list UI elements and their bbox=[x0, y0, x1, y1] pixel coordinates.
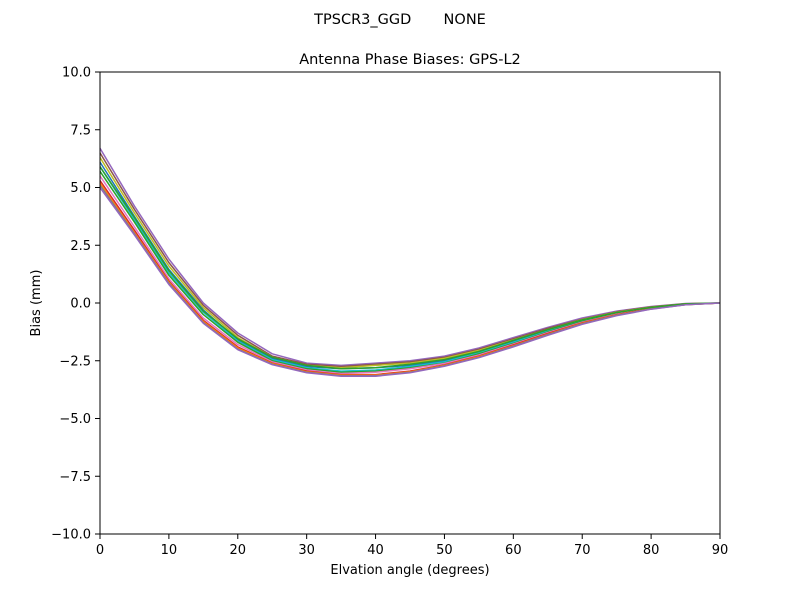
y-tick-label: 0.0 bbox=[70, 297, 91, 312]
y-tick-label: −5.0 bbox=[59, 412, 91, 427]
x-tick-label: 20 bbox=[230, 543, 247, 558]
y-tick-label: −2.5 bbox=[59, 354, 91, 369]
y-tick-label: 7.5 bbox=[70, 123, 91, 138]
series-line-11 bbox=[99, 166, 721, 370]
chart-suptitle: TPSCR3_GGD NONE bbox=[313, 12, 486, 28]
plot-lines bbox=[99, 147, 721, 377]
x-tick-label: 90 bbox=[712, 543, 729, 558]
x-axis: 0 10 20 30 40 50 60 70 80 90 bbox=[96, 534, 728, 558]
series-line-9 bbox=[99, 182, 721, 376]
x-tick-label: 70 bbox=[574, 543, 591, 558]
x-tick-label: 60 bbox=[505, 543, 522, 558]
series-line-4 bbox=[99, 161, 721, 370]
y-tick-label: 2.5 bbox=[70, 239, 91, 254]
series-line-6 bbox=[99, 170, 721, 374]
y-axis: 10.0 7.5 5.0 2.5 0.0 −2.5 −5.0 −7.5 −10.0 bbox=[51, 66, 100, 543]
x-tick-label: 80 bbox=[643, 543, 660, 558]
x-tick-label: 40 bbox=[367, 543, 384, 558]
x-tick-label: 10 bbox=[161, 543, 178, 558]
series-line-8 bbox=[99, 180, 721, 376]
y-tick-label: −7.5 bbox=[59, 470, 91, 485]
series-line-12 bbox=[99, 187, 721, 377]
x-tick-label: 30 bbox=[298, 543, 315, 558]
x-tick-label: 0 bbox=[96, 543, 104, 558]
series-line-5 bbox=[99, 166, 721, 372]
series-line-1 bbox=[99, 147, 721, 367]
series-line-10 bbox=[99, 184, 721, 377]
y-tick-label: −10.0 bbox=[51, 528, 91, 543]
series-line-3 bbox=[99, 157, 721, 369]
series-line-2 bbox=[99, 152, 721, 368]
y-tick-label: 5.0 bbox=[70, 181, 91, 196]
x-tick-label: 50 bbox=[436, 543, 453, 558]
y-tick-label: 10.0 bbox=[62, 66, 91, 81]
series-line-7 bbox=[99, 175, 721, 375]
x-axis-label: Elvation angle (degrees) bbox=[330, 563, 489, 578]
chart-title: Antenna Phase Biases: GPS-L2 bbox=[299, 52, 521, 68]
y-axis-label: Bias (mm) bbox=[29, 270, 44, 337]
